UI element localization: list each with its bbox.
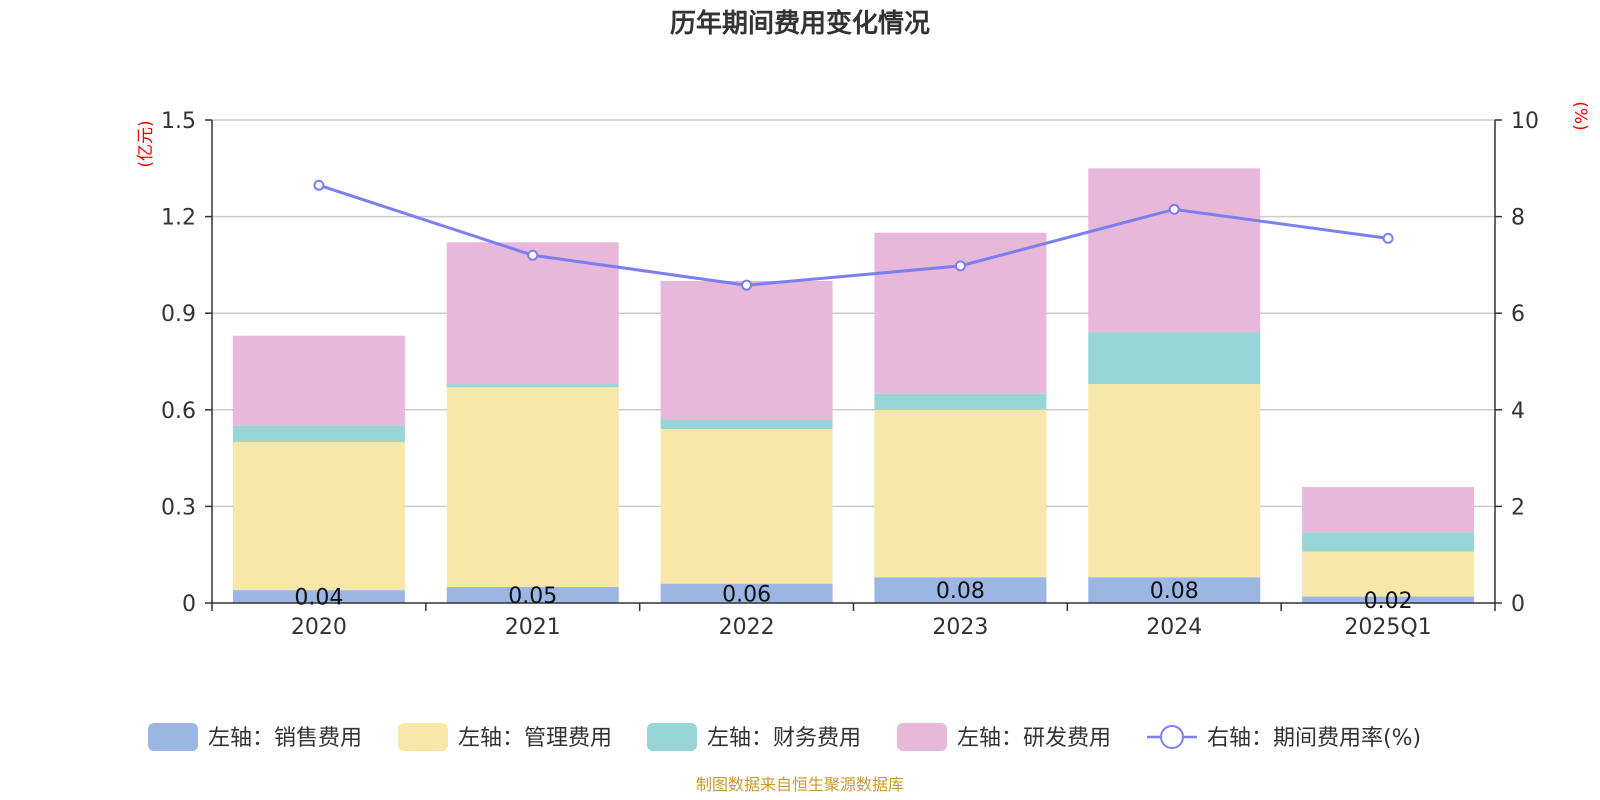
x-tick-label: 2020 <box>291 615 347 640</box>
legend: 左轴：销售费用 左轴：管理费用 左轴：财务费用 左轴：研发费用 右轴：期间费用率(%) <box>148 723 1421 751</box>
rate-point <box>954 260 966 272</box>
data-label: 0.08 <box>936 579 985 604</box>
right-tick-label: 2 <box>1511 495 1525 520</box>
bar-segment <box>446 387 619 587</box>
right-tick-label: 10 <box>1511 109 1539 134</box>
x-tick-label: 2023 <box>932 615 988 640</box>
legend-label: 右轴：期间费用率(%) <box>1207 726 1421 751</box>
left-tick-label: 1.2 <box>161 206 196 231</box>
legend-swatch <box>647 723 697 751</box>
bar-segment <box>1302 551 1475 597</box>
rate-point <box>1382 232 1394 244</box>
right-tick-label: 0 <box>1511 592 1525 617</box>
legend-swatch <box>148 723 198 751</box>
bar-segment <box>660 281 833 420</box>
right-tick-label: 4 <box>1511 399 1525 424</box>
left-axis-unit: (亿元) <box>136 120 156 167</box>
bar-segment <box>1088 384 1261 578</box>
left-tick-label: 0.6 <box>161 399 196 424</box>
bar-segment <box>874 232 1047 394</box>
bar-segment <box>232 442 405 591</box>
bar-segment <box>660 429 833 584</box>
right-tick-label: 6 <box>1511 302 1525 327</box>
bar-segment <box>660 419 833 430</box>
rate-line <box>318 183 1389 287</box>
bar-segment <box>1088 577 1261 603</box>
left-tick-label: 0.9 <box>161 302 196 327</box>
data-label: 0.08 <box>1150 579 1199 604</box>
bar-segment <box>660 583 833 603</box>
right-axis-unit: (%) <box>1570 101 1590 130</box>
rate-point <box>1168 203 1180 215</box>
bar-segment <box>1302 532 1475 552</box>
bar-segment <box>874 409 1047 578</box>
x-tick-label: 2022 <box>719 615 775 640</box>
chart-title: 历年期间费用变化情况 <box>670 8 930 39</box>
data-label: 0.06 <box>722 582 771 607</box>
legend-swatch <box>398 723 448 751</box>
legend-swatch <box>897 723 947 751</box>
left-tick-label: 0 <box>182 592 196 617</box>
x-tick-label: 2021 <box>505 615 561 640</box>
bar-segment <box>232 335 405 426</box>
rate-line-group <box>313 179 1394 291</box>
bar-segment <box>874 577 1047 603</box>
bar-segment <box>446 586 619 603</box>
bar-segment <box>1302 596 1475 603</box>
bar-segment <box>446 384 619 388</box>
gridlines <box>212 119 1495 508</box>
bar-segment <box>232 590 405 603</box>
data-label: 0.05 <box>508 584 557 609</box>
bar-segment <box>1088 168 1261 333</box>
bar-group <box>232 168 1475 603</box>
data-label: 0.02 <box>1364 589 1413 614</box>
x-tick-label: 2024 <box>1146 615 1202 640</box>
legend-label: 左轴：财务费用 <box>707 726 861 751</box>
right-tick-label: 8 <box>1511 206 1525 231</box>
rate-point <box>527 249 539 261</box>
legend-line-marker <box>1160 725 1184 749</box>
x-tick-label: 2025Q1 <box>1344 615 1431 640</box>
rate-point <box>313 179 325 191</box>
bar-segment <box>1302 487 1475 533</box>
bar-segment <box>874 393 1047 410</box>
legend-label: 左轴：研发费用 <box>957 726 1111 751</box>
left-tick-label: 0.3 <box>161 495 196 520</box>
data-labels: 0.04 0.05 0.06 0.08 0.08 0.02 <box>294 579 1412 614</box>
rate-point <box>741 279 753 291</box>
axes: 0 0 0.3 2 0.6 4 0.9 6 1.2 8 1.5 10 2020 2021 2022 2023 2… <box>161 109 1539 640</box>
legend-label: 左轴：销售费用 <box>208 726 362 751</box>
source-footer: 制图数据来自恒生聚源数据库 <box>696 775 904 794</box>
bar-segment <box>1088 332 1261 385</box>
data-label: 0.04 <box>294 586 343 611</box>
legend-label: 左轴：管理费用 <box>458 726 612 751</box>
left-tick-label: 1.5 <box>161 109 196 134</box>
bar-segment <box>232 425 405 442</box>
bar-segment <box>446 242 619 385</box>
